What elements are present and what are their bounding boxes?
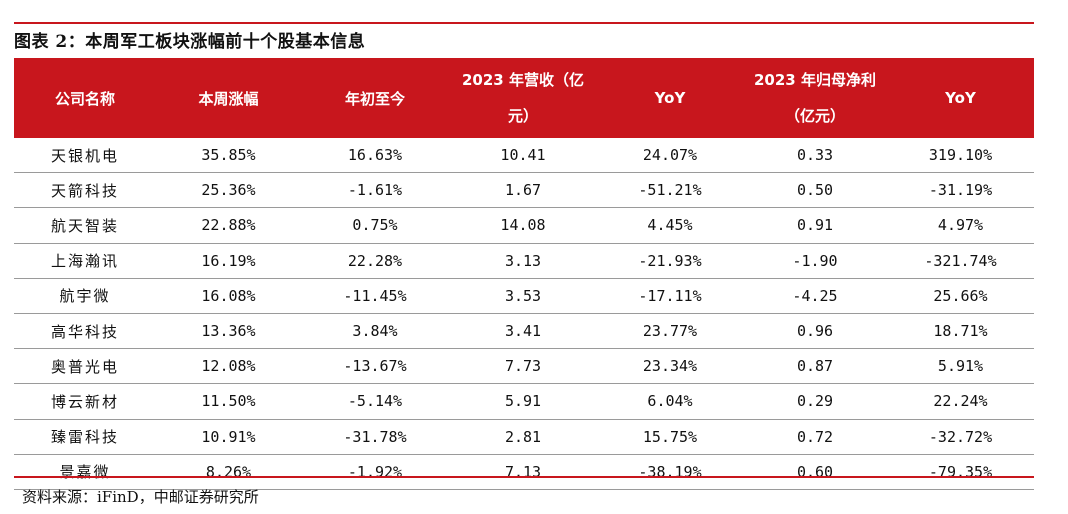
cell-revenue: 7.73 bbox=[449, 348, 597, 385]
cell-revenue: 2.81 bbox=[449, 419, 597, 455]
cell-company: 高华科技 bbox=[14, 313, 156, 350]
cell-profit: 0.60 bbox=[743, 454, 887, 490]
cell-profit-yoy: 319.10% bbox=[887, 138, 1034, 174]
cell-profit: 0.29 bbox=[743, 383, 887, 420]
table-body: 天银机电 35.85% 16.63% 10.41 24.07% 0.33 319… bbox=[14, 138, 1034, 490]
header-profit-line1: 2023 年归母净利 bbox=[754, 71, 876, 89]
cell-profit: -4.25 bbox=[743, 278, 887, 314]
cell-ytd: 16.63% bbox=[301, 138, 449, 174]
cell-profit: 0.72 bbox=[743, 419, 887, 455]
cell-ytd: 0.75% bbox=[301, 207, 449, 244]
cell-revenue-yoy: 15.75% bbox=[597, 419, 743, 455]
table-row: 景嘉微 8.26% -1.92% 7.13 -38.19% 0.60 -79.3… bbox=[14, 454, 1034, 490]
cell-weekly: 22.88% bbox=[156, 207, 301, 244]
top-rule bbox=[14, 22, 1034, 24]
header-revenue-line1: 2023 年营收（亿 bbox=[462, 71, 584, 89]
cell-revenue-yoy: 6.04% bbox=[597, 383, 743, 420]
cell-ytd: -11.45% bbox=[301, 278, 449, 314]
cell-company: 奥普光电 bbox=[14, 348, 156, 385]
cell-weekly: 13.36% bbox=[156, 313, 301, 350]
table-row: 奥普光电 12.08% -13.67% 7.73 23.34% 0.87 5.9… bbox=[14, 348, 1034, 385]
header-weekly-change: 本周涨幅 bbox=[156, 58, 301, 138]
cell-revenue: 3.41 bbox=[449, 313, 597, 350]
cell-profit-yoy: 4.97% bbox=[887, 207, 1034, 244]
table-header: 公司名称 本周涨幅 年初至今 2023 年营收（亿 元） YoY 2023 年归… bbox=[14, 58, 1034, 138]
cell-weekly: 25.36% bbox=[156, 172, 301, 209]
cell-revenue: 3.53 bbox=[449, 278, 597, 314]
cell-profit-yoy: 5.91% bbox=[887, 348, 1034, 385]
cell-profit-yoy: 18.71% bbox=[887, 313, 1034, 350]
cell-revenue-yoy: 23.77% bbox=[597, 313, 743, 350]
cell-company: 航宇微 bbox=[14, 278, 156, 314]
table-row: 航天智装 22.88% 0.75% 14.08 4.45% 0.91 4.97% bbox=[14, 207, 1034, 244]
cell-revenue: 14.08 bbox=[449, 207, 597, 244]
cell-company: 航天智装 bbox=[14, 207, 156, 244]
cell-profit-yoy: -32.72% bbox=[887, 419, 1034, 455]
header-profit-yoy: YoY bbox=[887, 58, 1034, 138]
cell-profit: 0.96 bbox=[743, 313, 887, 350]
cell-profit: 0.87 bbox=[743, 348, 887, 385]
cell-company: 博云新材 bbox=[14, 383, 156, 420]
cell-weekly: 12.08% bbox=[156, 348, 301, 385]
cell-company: 臻雷科技 bbox=[14, 419, 156, 455]
figure-title: 图表 2：本周军工板块涨幅前十个股基本信息 bbox=[14, 32, 366, 52]
table-row: 航宇微 16.08% -11.45% 3.53 -17.11% -4.25 25… bbox=[14, 278, 1034, 314]
cell-revenue-yoy: 23.34% bbox=[597, 348, 743, 385]
cell-company: 天银机电 bbox=[14, 138, 156, 174]
cell-weekly: 16.19% bbox=[156, 243, 301, 279]
cell-revenue: 5.91 bbox=[449, 383, 597, 420]
stock-info-table: 公司名称 本周涨幅 年初至今 2023 年营收（亿 元） YoY 2023 年归… bbox=[14, 58, 1034, 490]
cell-ytd: -5.14% bbox=[301, 383, 449, 420]
cell-profit-yoy: 25.66% bbox=[887, 278, 1034, 314]
header-revenue-line2: 元） bbox=[507, 107, 538, 125]
cell-ytd: 3.84% bbox=[301, 313, 449, 350]
cell-revenue: 10.41 bbox=[449, 138, 597, 174]
cell-ytd: -13.67% bbox=[301, 348, 449, 385]
table-row: 上海瀚讯 16.19% 22.28% 3.13 -21.93% -1.90 -3… bbox=[14, 243, 1034, 279]
cell-weekly: 16.08% bbox=[156, 278, 301, 314]
cell-company: 景嘉微 bbox=[14, 454, 156, 490]
cell-ytd: -1.92% bbox=[301, 454, 449, 490]
cell-profit: 0.33 bbox=[743, 138, 887, 174]
cell-profit: -1.90 bbox=[743, 243, 887, 279]
header-revenue: 2023 年营收（亿 元） bbox=[449, 58, 597, 138]
cell-revenue-yoy: -38.19% bbox=[597, 454, 743, 490]
cell-weekly: 35.85% bbox=[156, 138, 301, 174]
cell-profit-yoy: -31.19% bbox=[887, 172, 1034, 209]
cell-profit-yoy: -321.74% bbox=[887, 243, 1034, 279]
header-company: 公司名称 bbox=[14, 58, 156, 138]
cell-revenue: 1.67 bbox=[449, 172, 597, 209]
cell-revenue: 3.13 bbox=[449, 243, 597, 279]
cell-weekly: 10.91% bbox=[156, 419, 301, 455]
cell-revenue-yoy: 24.07% bbox=[597, 138, 743, 174]
cell-profit: 0.91 bbox=[743, 207, 887, 244]
source-note: 资料来源：iFinD，中邮证券研究所 bbox=[22, 488, 259, 506]
cell-profit-yoy: -79.35% bbox=[887, 454, 1034, 490]
cell-ytd: -31.78% bbox=[301, 419, 449, 455]
bottom-rule bbox=[14, 476, 1034, 478]
cell-profit: 0.50 bbox=[743, 172, 887, 209]
table-row: 高华科技 13.36% 3.84% 3.41 23.77% 0.96 18.71… bbox=[14, 313, 1034, 350]
cell-profit-yoy: 22.24% bbox=[887, 383, 1034, 420]
cell-revenue-yoy: 4.45% bbox=[597, 207, 743, 244]
cell-company: 天箭科技 bbox=[14, 172, 156, 209]
cell-revenue-yoy: -17.11% bbox=[597, 278, 743, 314]
table-row: 博云新材 11.50% -5.14% 5.91 6.04% 0.29 22.24… bbox=[14, 383, 1034, 420]
table-row: 天银机电 35.85% 16.63% 10.41 24.07% 0.33 319… bbox=[14, 138, 1034, 174]
table-row: 臻雷科技 10.91% -31.78% 2.81 15.75% 0.72 -32… bbox=[14, 419, 1034, 455]
header-revenue-yoy: YoY bbox=[597, 58, 743, 138]
cell-ytd: -1.61% bbox=[301, 172, 449, 209]
cell-revenue: 7.13 bbox=[449, 454, 597, 490]
cell-weekly: 11.50% bbox=[156, 383, 301, 420]
cell-weekly: 8.26% bbox=[156, 454, 301, 490]
table-row: 天箭科技 25.36% -1.61% 1.67 -51.21% 0.50 -31… bbox=[14, 172, 1034, 209]
cell-revenue-yoy: -51.21% bbox=[597, 172, 743, 209]
header-profit: 2023 年归母净利 （亿元） bbox=[743, 58, 887, 138]
header-profit-line2: （亿元） bbox=[784, 107, 845, 125]
cell-ytd: 22.28% bbox=[301, 243, 449, 279]
cell-company: 上海瀚讯 bbox=[14, 243, 156, 279]
cell-revenue-yoy: -21.93% bbox=[597, 243, 743, 279]
header-ytd: 年初至今 bbox=[301, 58, 449, 138]
